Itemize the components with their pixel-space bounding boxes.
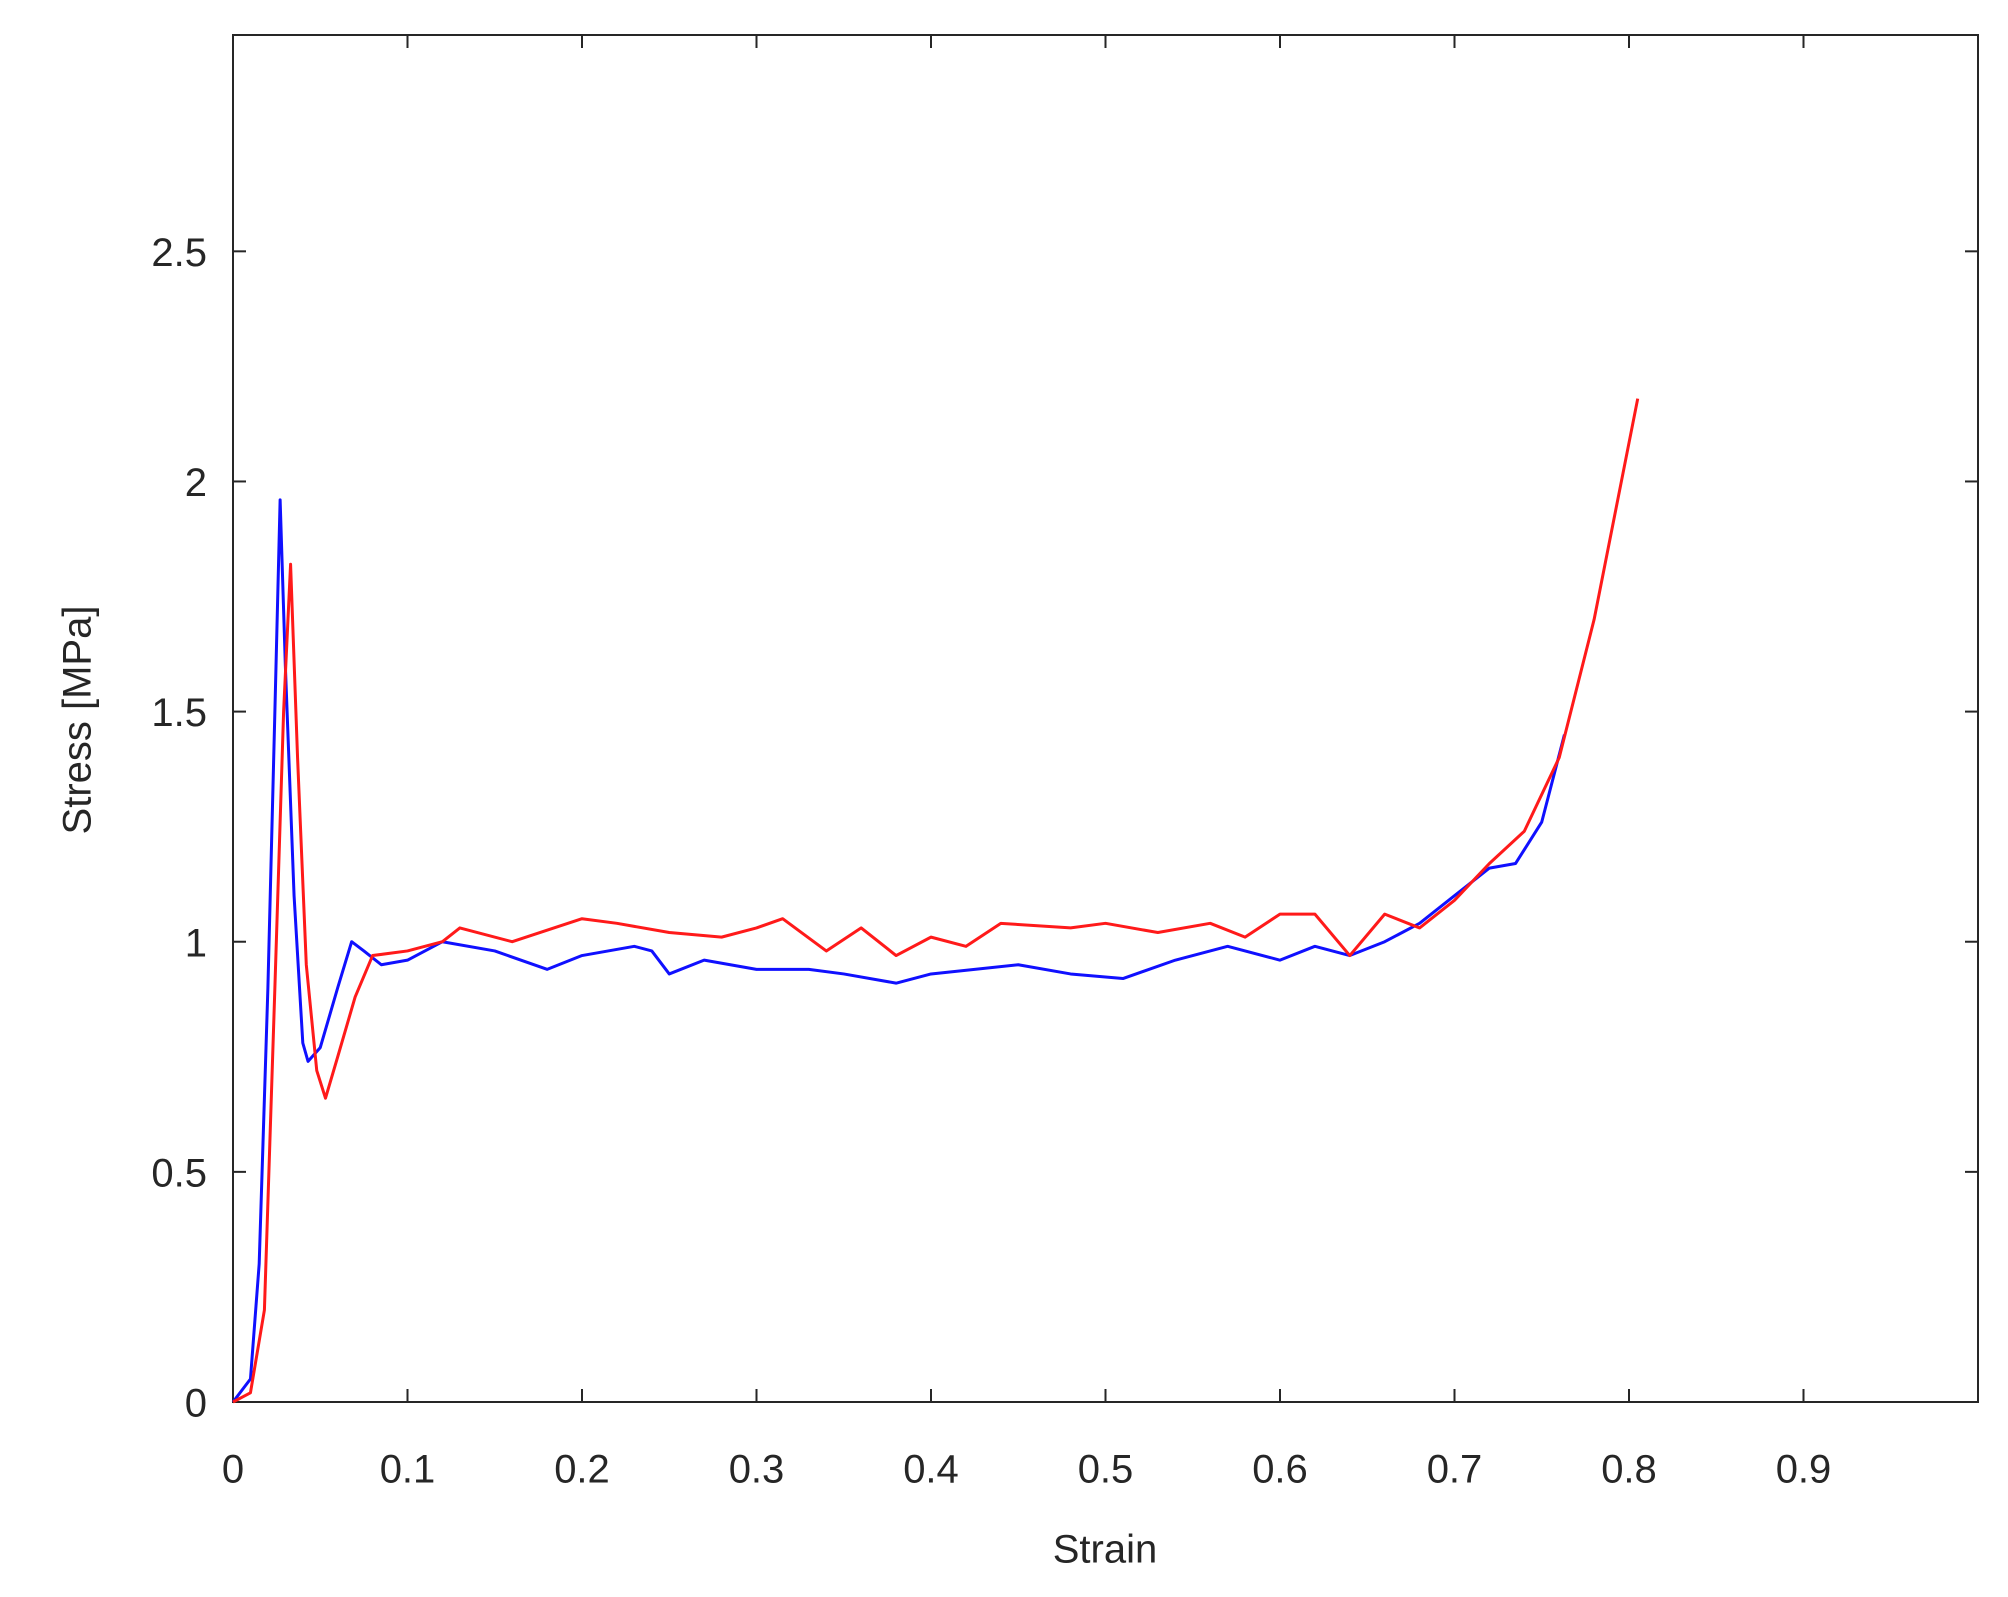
x-tick-label: 0.7 xyxy=(1427,1448,1483,1492)
x-tick-label: 0.1 xyxy=(380,1448,436,1492)
y-tick-label: 2.5 xyxy=(151,231,207,275)
x-tick-label: 0.2 xyxy=(554,1448,610,1492)
x-tick-label: 0.6 xyxy=(1252,1448,1308,1492)
x-tick-label: 0.4 xyxy=(903,1448,959,1492)
data-line xyxy=(231,498,1566,1403)
x-tick-label: 0.5 xyxy=(1078,1448,1134,1492)
y-tick-label: 0 xyxy=(185,1382,207,1426)
x-axis-label: Strain xyxy=(1053,1528,1158,1572)
x-tick-label: 0.3 xyxy=(729,1448,785,1492)
x-tick-label: 0 xyxy=(222,1448,244,1492)
data-line xyxy=(232,398,1640,1404)
y-tick-label: 1.5 xyxy=(151,691,207,735)
y-tick-label: 0.5 xyxy=(151,1151,207,1195)
y-axis-label: Stress [MPa] xyxy=(56,606,100,835)
plot-frame xyxy=(232,34,1979,1403)
y-tick-label: 2 xyxy=(185,461,207,505)
x-tick-label: 0.8 xyxy=(1601,1448,1657,1492)
x-tick-label: 0.9 xyxy=(1776,1448,1832,1492)
y-tick-label: 1 xyxy=(185,921,207,965)
